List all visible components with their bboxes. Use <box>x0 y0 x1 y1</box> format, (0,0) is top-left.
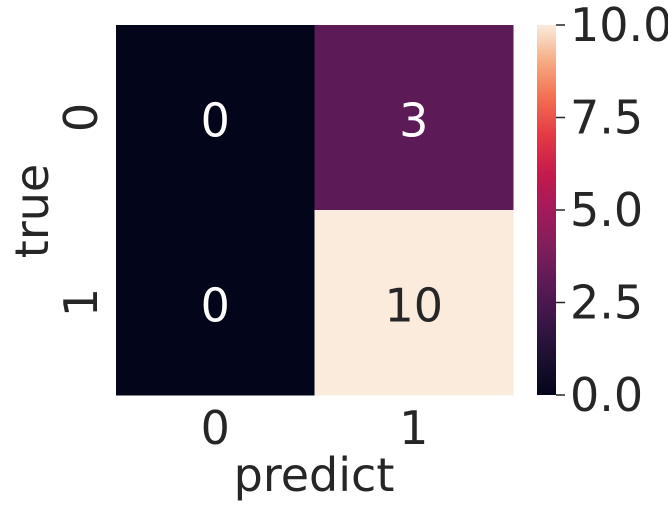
colorbar-tick-label: 2.5 <box>570 276 643 330</box>
cell-annotations: 0 3 0 10 <box>201 94 443 333</box>
heatmap-cells <box>116 25 514 396</box>
cell-annotation-0-0: 0 <box>201 94 230 148</box>
colorbar-tick-label: 0.0 <box>570 368 643 422</box>
colorbar-tick-label: 5.0 <box>570 183 643 237</box>
y-tick-label: 1 <box>54 288 108 317</box>
y-tick-labels: 01 <box>54 103 108 317</box>
y-tick-label: 0 <box>54 103 108 132</box>
heatmap-cell-0-1 <box>314 25 514 211</box>
cell-annotation-1-1: 10 <box>384 279 443 333</box>
x-tick-label: 1 <box>399 401 428 455</box>
heatmap-cell-1-1 <box>314 210 514 396</box>
colorbar-tick-label: 10.0 <box>570 0 668 52</box>
colorbar <box>537 25 556 395</box>
heatmap-cell-0-0 <box>116 25 315 211</box>
y-axis-label: true <box>5 164 59 258</box>
x-axis-label: predict <box>234 448 395 502</box>
colorbar-ticks: 0.0 2.5 5.0 7.5 10.0 <box>556 0 668 422</box>
colorbar-tick-label: 7.5 <box>570 91 643 145</box>
x-tick-label: 0 <box>201 401 230 455</box>
heatmap-cell-1-0 <box>116 210 315 396</box>
cell-annotation-1-0: 0 <box>201 279 230 333</box>
cell-annotation-0-1: 3 <box>399 94 428 148</box>
